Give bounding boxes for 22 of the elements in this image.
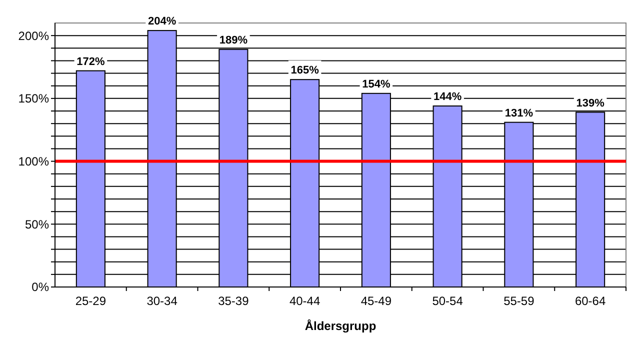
x-tick-label: 55-59: [504, 294, 535, 308]
data-label: 172%: [76, 56, 105, 68]
y-tick-label: 0%: [32, 280, 50, 294]
x-tick-label: 45-49: [360, 294, 392, 308]
data-label: 139%: [576, 97, 605, 110]
x-tick-label: 60-64: [574, 294, 606, 308]
y-tick-label: 50%: [24, 217, 50, 232]
data-label: 189%: [219, 34, 248, 46]
data-label: 131%: [504, 107, 534, 120]
x-tick-label: 40-44: [289, 294, 320, 308]
x-tick-label: 25-29: [75, 294, 106, 308]
data-label: 165%: [290, 64, 320, 77]
y-tick-label: 100%: [18, 154, 50, 168]
x-axis-title: Åldersgrupp: [304, 319, 376, 333]
data-label: 144%: [433, 90, 462, 103]
y-tick-label: 150%: [18, 92, 50, 106]
data-label: 154%: [362, 78, 390, 90]
data-label: 204%: [148, 16, 176, 28]
x-tick-label: 50-54: [432, 294, 464, 308]
y-tick-label: 200%: [18, 28, 50, 43]
x-tick-label: 30-34: [146, 294, 178, 308]
x-tick-label: 35-39: [218, 294, 250, 308]
